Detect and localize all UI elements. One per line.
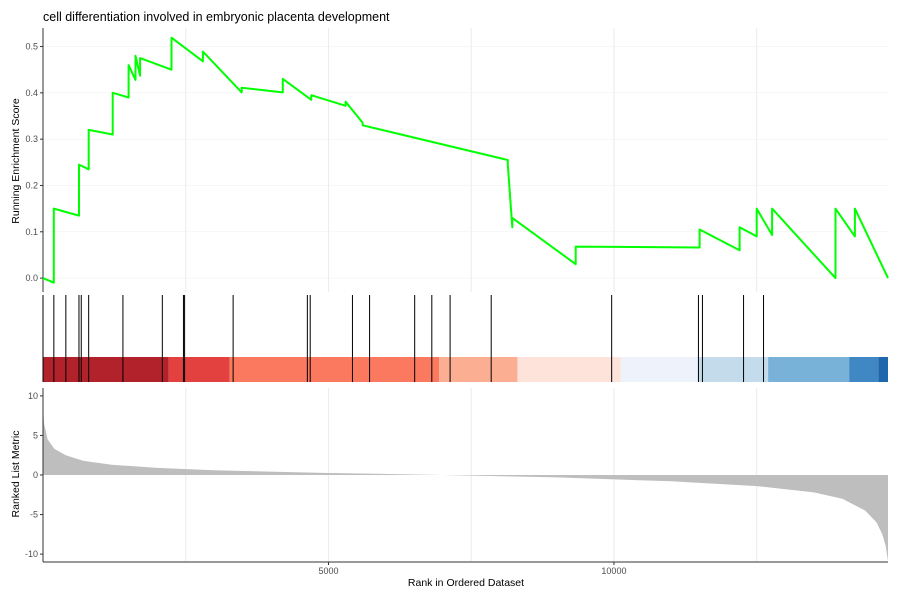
bottom-y-tick-label: 0 bbox=[33, 470, 38, 480]
top-panel-y-axis: 0.0 0.1 0.2 0.3 0.4 0.5 bbox=[25, 28, 44, 292]
ranked-metric-area bbox=[43, 405, 888, 562]
enrichment-score-series bbox=[42, 36, 889, 284]
rank-color-band bbox=[43, 357, 888, 382]
top-panel-grid bbox=[43, 28, 888, 292]
hit-tick-layer bbox=[42, 295, 765, 382]
bottom-panel-axes: 10 5 0 -5 -10 5000 10000 bbox=[25, 388, 888, 576]
top-y-tick-label: 0.1 bbox=[25, 227, 38, 237]
color-band-segment bbox=[229, 357, 440, 382]
color-band-segment bbox=[517, 357, 621, 382]
x-tick-label: 10000 bbox=[601, 566, 626, 576]
color-band-segment bbox=[43, 357, 169, 382]
color-band-segment bbox=[768, 357, 850, 382]
top-y-tick-label: 0.0 bbox=[25, 273, 38, 283]
color-band-segment bbox=[849, 357, 879, 382]
ranked-metric-fill bbox=[43, 405, 888, 562]
color-band-segment bbox=[620, 357, 698, 382]
x-axis-label: Rank in Ordered Dataset bbox=[408, 577, 524, 589]
enrichment-score-line bbox=[42, 36, 889, 284]
color-band-segment bbox=[697, 357, 769, 382]
top-y-axis-label: Running Enrichment Score bbox=[10, 98, 22, 224]
color-band-segment bbox=[878, 357, 888, 382]
color-band-segment bbox=[439, 357, 518, 382]
top-y-tick-label: 0.4 bbox=[25, 88, 38, 98]
bottom-y-tick-label: -10 bbox=[25, 549, 38, 559]
x-tick-label: 5000 bbox=[318, 566, 338, 576]
color-band-segment bbox=[168, 357, 230, 382]
top-y-tick-label: 0.3 bbox=[25, 134, 38, 144]
chart-title: cell differentiation involved in embryon… bbox=[43, 10, 390, 24]
top-y-tick-label: 0.5 bbox=[25, 42, 38, 52]
top-y-tick-label: 0.2 bbox=[25, 180, 38, 190]
bottom-y-tick-label: -5 bbox=[30, 510, 38, 520]
bottom-y-tick-label: 10 bbox=[28, 391, 38, 401]
bottom-y-tick-label: 5 bbox=[33, 430, 38, 440]
bottom-y-axis-label: Ranked List Metric bbox=[10, 431, 22, 518]
